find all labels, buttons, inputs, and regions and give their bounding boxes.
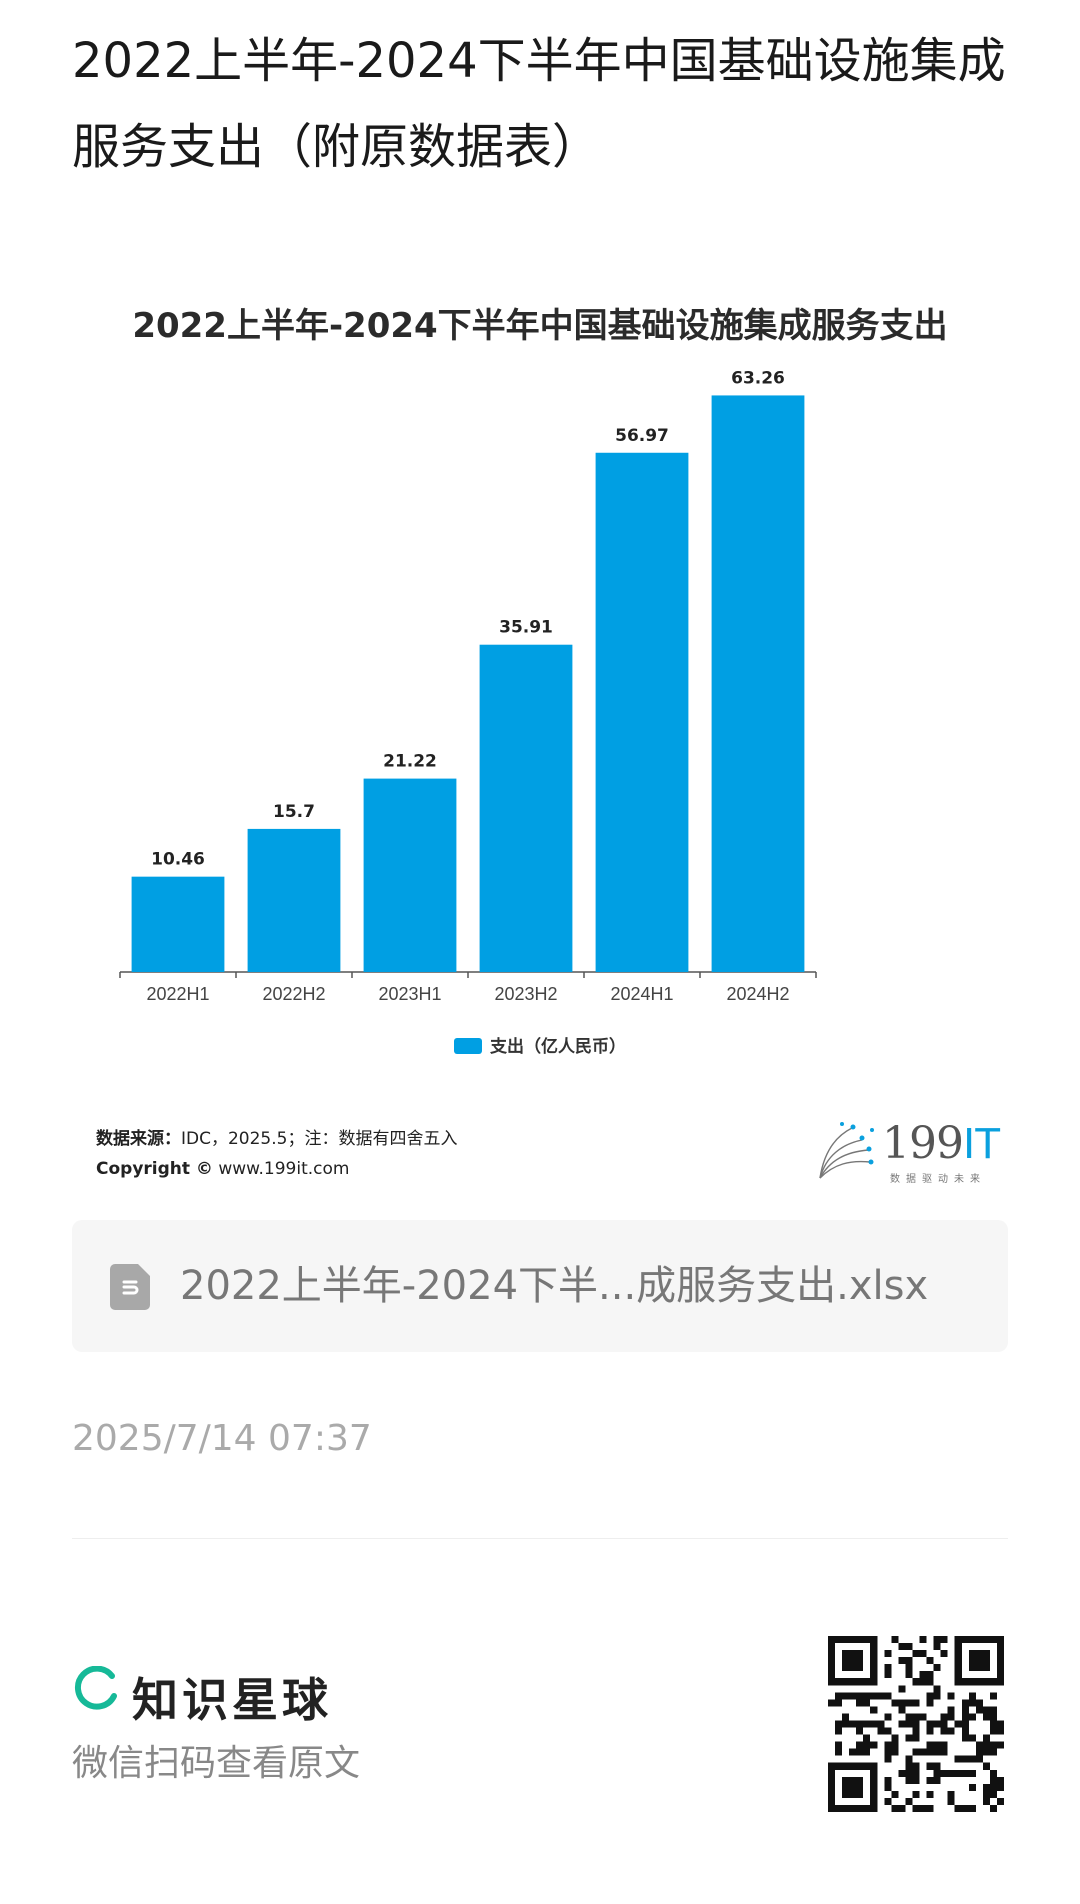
brand-letters: IT [962,1119,1001,1168]
chart-legend: 支出（亿人民币） [72,1032,1008,1057]
scan-hint: 微信扫码查看原文 [72,1743,361,1784]
brand-name: 199IT [882,1118,1001,1169]
file-name: 2022上半年-2024下半...成服务支出.xlsx [180,1263,929,1309]
brand-digits: 199 [882,1118,964,1169]
x-tick-label-2024H1: 2024H1 [610,984,673,1004]
bar-2022H2 [247,828,341,972]
legend-label: 支出（亿人民币） [490,1037,626,1057]
planet-ring-icon [75,1666,117,1710]
spreadsheet-file-icon [110,1264,150,1310]
data-label-2023H2: 35.91 [499,618,553,638]
x-tick-label-2022H2: 2022H2 [262,984,325,1004]
post-timestamp: 2025/7/14 07:37 [72,1418,372,1459]
brand-slogan: 数据驱动未来 [890,1174,986,1185]
data-source: 数据来源：IDC，2025.5；注：数据有四舍五入 Copyright © ww… [96,1124,457,1184]
app-name: 知识星球 [132,1673,332,1727]
copyright-text: www.199it.com [212,1159,350,1179]
data-label-2024H1: 56.97 [615,426,669,446]
legend-swatch [454,1038,482,1054]
dandelion-icon [819,1122,874,1179]
x-tick-label-2024H2: 2024H2 [726,984,789,1004]
data-label-2024H2: 63.26 [731,368,785,388]
brand-logo: 199IT 数据驱动未来 [812,1110,1012,1190]
x-tick-label-2023H2: 2023H2 [494,984,557,1004]
data-label-2022H2: 15.7 [273,802,315,822]
data-label-2022H1: 10.46 [151,850,205,870]
data-label-2023H1: 21.22 [383,752,437,772]
bar-2023H2 [479,644,573,972]
qr-code[interactable] [828,1636,1004,1812]
bar-2022H1 [131,876,225,972]
x-tick-label-2023H1: 2023H1 [378,984,441,1004]
chart-card: 2022上半年-2024下半年中国基础设施集成服务支出 10.46 2022H1 1… [72,250,1008,1210]
bar-chart: 10.46 2022H1 15.7 2022H2 21.22 2023H1 35.91 202… [119,368,817,1004]
attachment-file-card[interactable]: 2022上半年-2024下半...成服务支出.xlsx [72,1220,1008,1352]
bar-2023H1 [363,778,457,972]
x-tick-label-2022H1: 2022H1 [146,984,209,1004]
copyright-label: Copyright © [96,1159,213,1179]
bar-2024H2 [711,395,805,972]
source-label: 数据来源： [96,1129,181,1149]
chart-title: 2022上半年-2024下半年中国基础设施集成服务支出 [132,306,948,346]
source-text: IDC，2025.5；注：数据有四舍五入 [181,1129,458,1149]
divider [72,1538,1008,1539]
bar-2024H1 [595,452,689,972]
post-title: 2022上半年-2024下半年中国基础设施集成服务支出（附原数据表） [72,33,1006,175]
